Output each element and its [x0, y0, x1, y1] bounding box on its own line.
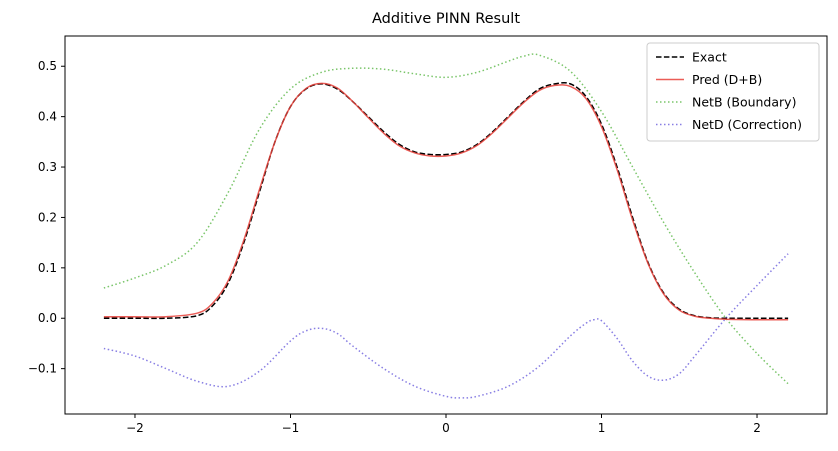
- x-tick-label: 0: [442, 421, 450, 435]
- x-tick-label: 1: [598, 421, 606, 435]
- legend-label: NetD (Correction): [692, 117, 802, 132]
- x-tick-label: −1: [282, 421, 300, 435]
- y-tick-label: −0.1: [28, 362, 57, 376]
- series-layer: [103, 53, 789, 399]
- series-line-netb-boundary: [103, 53, 789, 385]
- x-tick-label: −2: [126, 421, 144, 435]
- y-tick-label: 0.2: [38, 210, 57, 224]
- y-tick-label: 0.3: [38, 160, 57, 174]
- axes-layer: −2 −1 0 1 2 −0.1 0.0 0.1 0.2 0.3 0.4 0.5: [28, 35, 828, 435]
- y-tick-label: 0.5: [38, 59, 57, 73]
- legend: Exact Pred (D+B) NetB (Boundary) NetD (Corr…: [646, 42, 820, 142]
- y-tick-label: 0.4: [38, 110, 57, 124]
- legend-box: [646, 42, 820, 142]
- legend-label: NetB (Boundary): [692, 95, 796, 110]
- y-tick-label: 0.1: [38, 261, 57, 275]
- legend-label: Exact: [692, 50, 727, 65]
- series-line-netd-correction: [103, 253, 789, 399]
- x-tick-label: 2: [753, 421, 761, 435]
- chart-title: Additive PINN Result: [372, 11, 520, 27]
- y-tick-label: 0.0: [38, 311, 57, 325]
- series-line-pred-d-b: [103, 82, 789, 321]
- legend-label: Pred (D+B): [692, 72, 762, 87]
